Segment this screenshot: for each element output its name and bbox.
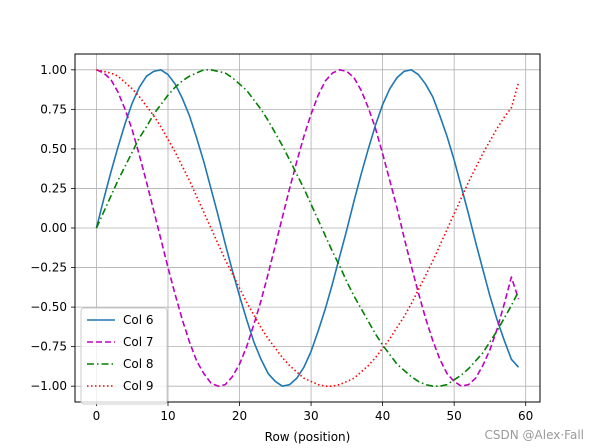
y-tick-label: 0.25 bbox=[40, 181, 67, 195]
series-lines bbox=[95, 69, 520, 387]
legend-label: Col 8 bbox=[123, 357, 154, 371]
x-tick-label: 10 bbox=[160, 409, 175, 423]
y-tick-label: 0.50 bbox=[40, 142, 67, 156]
series-line bbox=[95, 69, 520, 387]
x-tick-label: 20 bbox=[232, 409, 247, 423]
y-tick-label: 1.00 bbox=[40, 63, 67, 77]
y-tick-label: −0.50 bbox=[30, 300, 67, 314]
x-tick-label: 40 bbox=[375, 409, 390, 423]
series-line bbox=[96, 69, 520, 387]
y-tick-label: 0.00 bbox=[40, 221, 67, 235]
legend-box bbox=[80, 307, 168, 405]
x-tick-label: 30 bbox=[303, 409, 318, 423]
legend: Col 6 Col 7 Col 8 Col 9 bbox=[80, 307, 168, 405]
x-tick-label: 50 bbox=[447, 409, 462, 423]
y-tick-label: −0.25 bbox=[30, 261, 67, 275]
watermark: CSDN @Alex·Fall bbox=[484, 428, 584, 442]
y-tick-label: −0.75 bbox=[30, 340, 67, 354]
y-axis-ticks: −1.00 −0.75 −0.50 −0.25 0.00 0.25 0.50 0.75 1.00 bbox=[30, 63, 75, 393]
x-tick-label: 0 bbox=[93, 409, 101, 423]
legend-label: Col 7 bbox=[123, 335, 154, 349]
x-axis-label: Row (position) bbox=[265, 430, 351, 444]
legend-label: Col 6 bbox=[123, 313, 154, 327]
series-line bbox=[95, 69, 520, 387]
y-tick-label: 0.75 bbox=[40, 102, 67, 116]
x-axis-ticks: 0 10 20 30 40 50 60 bbox=[93, 402, 533, 423]
y-tick-label: −1.00 bbox=[30, 379, 67, 393]
legend-label: Col 9 bbox=[123, 379, 154, 393]
x-tick-label: 60 bbox=[518, 409, 533, 423]
series-line bbox=[96, 69, 520, 387]
